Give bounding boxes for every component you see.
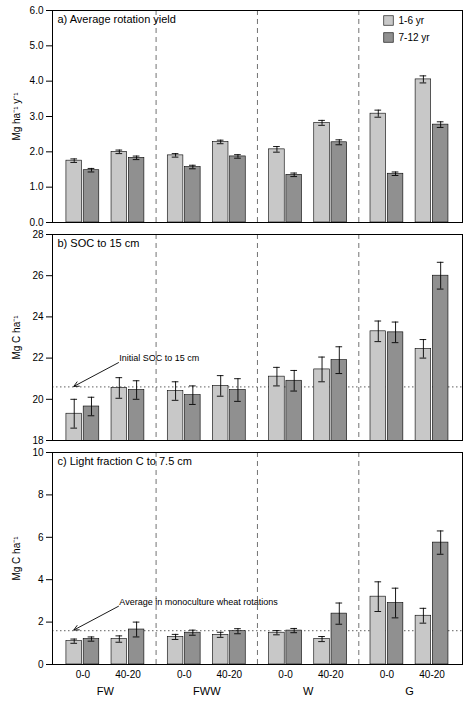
- svg-text:6.0: 6.0: [30, 5, 44, 16]
- svg-text:4.0: 4.0: [30, 75, 44, 86]
- svg-text:8: 8: [38, 489, 44, 500]
- svg-text:6: 6: [38, 532, 44, 543]
- svg-text:0-0: 0-0: [177, 669, 192, 680]
- svg-text:Mg ha⁻¹ y⁻¹: Mg ha⁻¹ y⁻¹: [11, 92, 22, 141]
- svg-text:7-12 yr: 7-12 yr: [399, 32, 431, 43]
- svg-text:FWW: FWW: [193, 685, 221, 697]
- svg-text:Initial SOC to 15 cm: Initial SOC to 15 cm: [119, 353, 199, 363]
- svg-text:Mg C ha⁻¹: Mg C ha⁻¹: [11, 315, 22, 360]
- svg-text:0-0: 0-0: [76, 669, 91, 680]
- svg-text:0.0: 0.0: [30, 217, 44, 228]
- svg-text:Mg C ha⁻¹: Mg C ha⁻¹: [11, 536, 22, 581]
- svg-text:a) Average rotation yield: a) Average rotation yield: [58, 13, 176, 25]
- svg-text:24: 24: [32, 311, 44, 322]
- svg-text:5.0: 5.0: [30, 40, 44, 51]
- svg-text:4: 4: [38, 574, 44, 585]
- svg-text:1.0: 1.0: [30, 181, 44, 192]
- svg-text:0: 0: [38, 659, 44, 670]
- svg-text:Average in monoculture wheat r: Average in monoculture wheat rotations: [119, 597, 278, 607]
- svg-text:22: 22: [32, 352, 44, 363]
- svg-text:FW: FW: [97, 685, 115, 697]
- svg-text:20: 20: [32, 394, 44, 405]
- svg-text:G: G: [405, 685, 414, 697]
- svg-text:18: 18: [32, 435, 44, 446]
- svg-text:0-0: 0-0: [278, 669, 293, 680]
- svg-text:28: 28: [32, 229, 44, 240]
- svg-text:b) SOC to 15 cm: b) SOC to 15 cm: [58, 237, 140, 249]
- svg-text:3.0: 3.0: [30, 111, 44, 122]
- svg-text:10: 10: [32, 447, 44, 458]
- svg-text:W: W: [303, 685, 314, 697]
- svg-text:2.0: 2.0: [30, 146, 44, 157]
- svg-text:40-20: 40-20: [419, 669, 445, 680]
- svg-text:40-20: 40-20: [115, 669, 141, 680]
- svg-text:2: 2: [38, 616, 44, 627]
- svg-text:c) Light fraction C to 7.5 cm: c) Light fraction C to 7.5 cm: [58, 455, 193, 467]
- svg-text:1-6 yr: 1-6 yr: [399, 15, 425, 26]
- svg-text:40-20: 40-20: [318, 669, 344, 680]
- svg-text:26: 26: [32, 270, 44, 281]
- svg-text:40-20: 40-20: [217, 669, 243, 680]
- svg-text:0-0: 0-0: [380, 669, 395, 680]
